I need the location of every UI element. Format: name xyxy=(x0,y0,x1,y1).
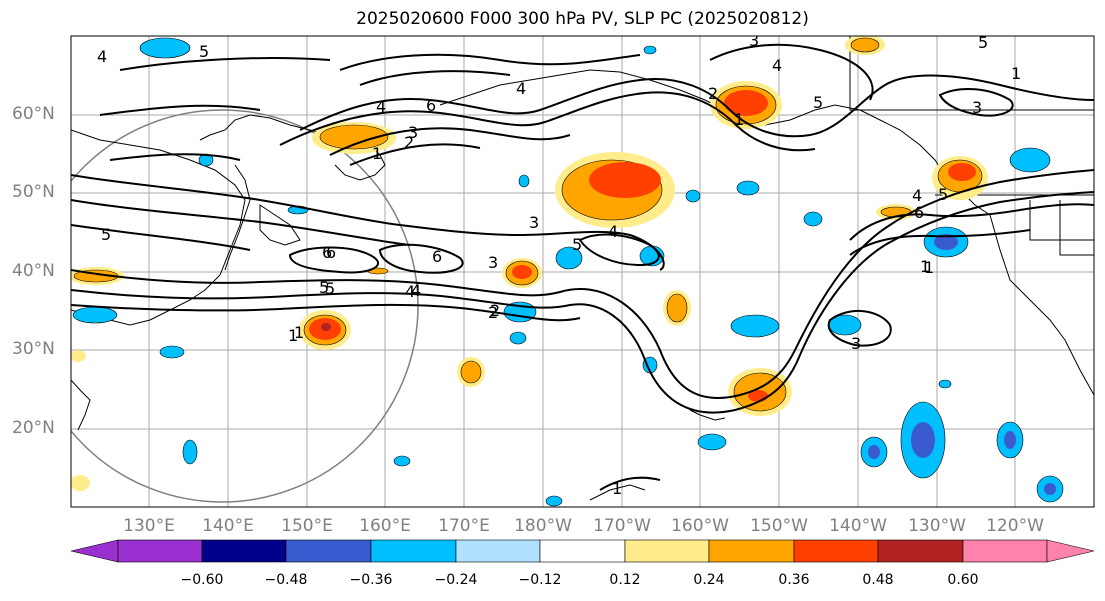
lon-label: 150°E xyxy=(281,516,333,536)
map-title: 2025020600 F000 300 hPa PV, SLP PC (2025… xyxy=(356,9,809,29)
contour-label: 1 xyxy=(288,326,298,345)
colorbar-tick-label: −0.60 xyxy=(180,572,224,588)
lon-label: 170°W xyxy=(593,516,651,536)
lat-label: 50°N xyxy=(12,182,55,202)
contour-label: 5 xyxy=(199,42,209,61)
contour-label: 1 xyxy=(920,257,930,276)
contour-label: 4 xyxy=(411,281,421,300)
lon-label: 170°E xyxy=(438,516,490,536)
colorbar-extend-right xyxy=(1046,539,1095,563)
contour-label: 1 xyxy=(372,144,382,163)
colorbar-tick-label: −0.24 xyxy=(434,572,478,588)
lon-label: 140°W xyxy=(829,516,887,536)
contour-label: 3 xyxy=(972,98,982,117)
colorbar-tick-label: 0.12 xyxy=(609,572,641,588)
lon-label: 140°E xyxy=(202,516,254,536)
contour-label: 4 xyxy=(97,47,107,66)
slp-contours xyxy=(71,43,1094,491)
colorbar-tick-label: 0.24 xyxy=(693,572,725,588)
contour-label: 6 xyxy=(914,203,924,222)
pv-shading xyxy=(71,36,1064,507)
contour-label: 5 xyxy=(978,33,988,52)
contour-label: 4 xyxy=(516,79,526,98)
map-frame xyxy=(70,35,1095,508)
contour-label: 5 xyxy=(938,185,948,204)
map-area: 4 5 5 4 6 3 2 1 3 4 2 5 4 1 4 5 6 1 5 6 … xyxy=(71,31,1094,507)
colorbar-tick-label: 0.48 xyxy=(862,572,894,588)
contour-label: 3 xyxy=(488,253,498,272)
contour-label: 6 xyxy=(432,247,442,266)
colorbar-tick-label: 0.60 xyxy=(947,572,979,588)
contour-label: 2 xyxy=(490,301,500,320)
lat-label: 40°N xyxy=(12,261,55,281)
lon-label: 130°E xyxy=(123,516,175,536)
contour-label-group: 4 5 5 4 6 3 2 1 3 4 2 5 4 1 4 5 6 1 5 6 … xyxy=(97,31,1021,498)
contour-label: 3 xyxy=(851,334,861,353)
contour-label: 1 xyxy=(612,479,622,498)
contour-label: 6 xyxy=(426,96,436,115)
colorbar-tick-label: −0.36 xyxy=(349,572,393,588)
contour-label: 6 xyxy=(322,243,332,262)
contour-label: 4 xyxy=(772,56,782,75)
contour-label: 3 xyxy=(529,213,539,232)
contour-label: 5 xyxy=(813,93,823,112)
contour-label: 1 xyxy=(294,323,304,342)
colorbar-extend-left xyxy=(70,539,119,563)
contour-label: 4 xyxy=(912,186,922,205)
contour-label: 2 xyxy=(708,84,718,103)
contour-label: 2 xyxy=(404,133,414,152)
contour-label: 1 xyxy=(1011,64,1021,83)
colorbar-tick-label: 0.36 xyxy=(778,572,810,588)
lon-label: 150°W xyxy=(750,516,808,536)
contour-label: 4 xyxy=(376,97,386,116)
lon-label: 130°W xyxy=(908,516,966,536)
contour-label: 3 xyxy=(749,31,759,50)
lon-label: 120°W xyxy=(986,516,1044,536)
contour-label: 5 xyxy=(325,279,335,298)
contour-label: 6 xyxy=(326,243,336,262)
contour-label: 3 xyxy=(408,123,418,142)
lon-label: 180°W xyxy=(514,516,572,536)
contour-label: 5 xyxy=(319,278,329,297)
contour-label: 4 xyxy=(405,282,415,301)
contour-label: 1 xyxy=(734,110,744,129)
lat-label: 30°N xyxy=(12,339,55,359)
lon-label: 160°W xyxy=(671,516,729,536)
contour-label: 1 xyxy=(924,258,934,277)
contour-label: 2 xyxy=(488,303,498,322)
lat-label: 60°N xyxy=(12,104,55,124)
colorbar-tick-label: −0.48 xyxy=(264,572,308,588)
contour-label: 4 xyxy=(608,222,618,241)
lon-label: 160°E xyxy=(359,516,411,536)
colorbar xyxy=(70,539,1095,563)
contour-label: 5 xyxy=(101,225,111,244)
lat-label: 20°N xyxy=(12,418,55,438)
contour-label: 5 xyxy=(572,235,582,254)
colorbar-tick-label: −0.12 xyxy=(518,572,562,588)
